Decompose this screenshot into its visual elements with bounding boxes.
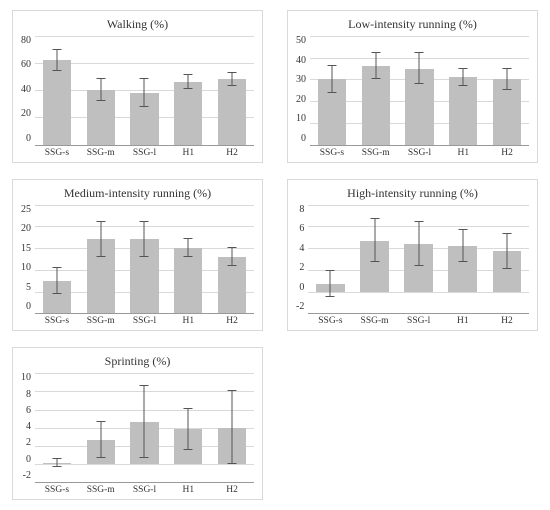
plot-area [35,205,254,315]
bar [444,36,483,145]
x-axis: SSG-sSSG-mSSG-lH1H2 [308,316,529,326]
panel-title: High-intensity running (%) [296,186,529,201]
plot-area [35,36,254,146]
bar [356,36,395,145]
bar [212,205,251,314]
bar [125,205,164,314]
chart-panel: Walking (%) 806040200SSG-sSSG-mSSG-lH1H2 [12,10,263,163]
bar [212,36,251,145]
chart-panel: Low-intensity running (%) 50403020100SSG-… [287,10,538,163]
bar [311,205,351,314]
x-axis: SSG-sSSG-mSSG-lH1H2 [35,316,254,326]
chart-panel: Medium-intensity running (%) 2520151050SS… [12,179,263,332]
bar [169,205,208,314]
bar [169,36,208,145]
bar [212,373,251,482]
y-axis: 1086420-2 [21,373,35,495]
bar [169,373,208,482]
panel-title: Low-intensity running (%) [296,17,529,32]
bar [81,373,120,482]
bar [81,205,120,314]
panel-title: Sprinting (%) [21,354,254,369]
plot-area [308,205,529,315]
x-axis: SSG-sSSG-mSSG-lH1H2 [310,148,529,158]
y-axis: 50403020100 [296,36,310,158]
chart-panel: High-intensity running (%) 86420-2SSG-sSS… [287,179,538,332]
bar [37,205,76,314]
bar [81,36,120,145]
bar [400,36,439,145]
y-axis: 2520151050 [21,205,35,327]
bar [443,205,483,314]
bar [312,36,351,145]
y-axis: 86420-2 [296,205,308,327]
panel-title: Medium-intensity running (%) [21,186,254,201]
panel-title: Walking (%) [21,17,254,32]
plot-area [35,373,254,483]
bar [355,205,395,314]
bar [125,373,164,482]
x-axis: SSG-sSSG-mSSG-lH1H2 [35,148,254,158]
bar [125,36,164,145]
bar [37,36,76,145]
bar [487,36,526,145]
bar [37,373,76,482]
bar [399,205,439,314]
y-axis: 806040200 [21,36,35,158]
x-axis: SSG-sSSG-mSSG-lH1H2 [35,485,254,495]
chart-panel: Sprinting (%) 1086420-2SSG-sSSG-mSSG-lH1H… [12,347,263,500]
plot-area [310,36,529,146]
bar [487,205,527,314]
